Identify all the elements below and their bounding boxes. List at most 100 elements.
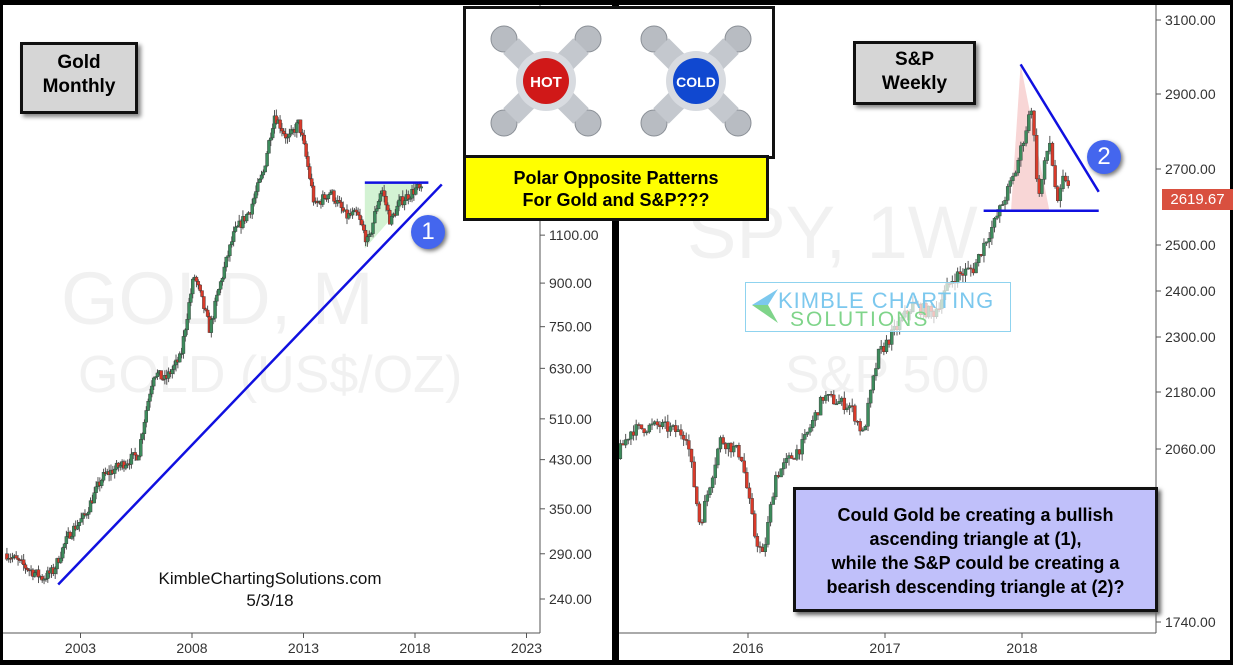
- candle-body: [745, 472, 749, 489]
- candle-body: [716, 448, 720, 466]
- candle-body: [987, 238, 991, 243]
- candle-body: [170, 369, 175, 375]
- candle-body: [217, 289, 221, 296]
- candle-body: [159, 370, 163, 380]
- candle-body: [350, 211, 355, 216]
- candle-body: [876, 348, 881, 369]
- candle-body: [684, 439, 688, 441]
- candle-body: [341, 207, 345, 212]
- candle-body: [75, 525, 80, 530]
- candle-body: [70, 536, 74, 539]
- candle-body: [402, 200, 407, 206]
- site-name: KimbleChartingSolutions.com: [158, 569, 382, 588]
- candle-body: [332, 190, 336, 202]
- candle-body: [858, 421, 862, 432]
- candle-body: [1032, 110, 1036, 136]
- y-tick-label: 290.00: [549, 546, 592, 562]
- candle-body: [969, 267, 973, 270]
- y-tick-label: 430.00: [549, 452, 592, 468]
- candle-body: [687, 440, 691, 450]
- logo-line1: KIMBLE CHARTING: [778, 288, 995, 313]
- sp-label-line1: S&P: [894, 49, 935, 70]
- candle-body: [244, 214, 249, 222]
- candle-body: [866, 402, 870, 427]
- candle-body: [803, 434, 807, 440]
- candle-body: [1027, 114, 1031, 131]
- candle-body: [222, 266, 227, 279]
- candle-body: [692, 461, 696, 488]
- candle-body: [884, 339, 889, 353]
- gold-label-line1: Gold: [57, 52, 101, 73]
- candle-body: [834, 403, 839, 406]
- candle-body: [326, 194, 331, 199]
- y-tick-label: 2500.00: [1165, 237, 1216, 253]
- y-tick-label: 630.00: [549, 360, 592, 376]
- gold-support-trendline: [57, 183, 443, 586]
- candle-body: [155, 372, 160, 377]
- sp-label-box: S&P Weekly: [853, 41, 976, 105]
- callout-line2: For Gold and S&P???: [522, 190, 710, 210]
- candle-body: [252, 197, 256, 205]
- candle-body: [755, 536, 760, 547]
- candle-body: [1000, 204, 1005, 206]
- candle-body: [1024, 130, 1028, 144]
- candle-body: [189, 293, 193, 303]
- candle-body: [808, 427, 812, 433]
- candle-body: [695, 486, 699, 505]
- candle-body: [133, 452, 137, 456]
- pattern-2-badge: 2: [1087, 140, 1121, 174]
- candle-body: [990, 227, 994, 239]
- candle-body: [623, 439, 628, 446]
- candle-body: [419, 186, 424, 189]
- callout-box: Polar Opposite Patterns For Gold and S&P…: [463, 155, 769, 221]
- candle-body: [958, 271, 962, 274]
- y-tick-label: 750.00: [549, 319, 592, 335]
- candle-body: [397, 199, 401, 207]
- candle-body: [1040, 179, 1044, 194]
- candle-body: [681, 435, 686, 440]
- gold-label-line2: Monthly: [42, 76, 116, 97]
- y-tick-label: 900.00: [549, 275, 592, 291]
- gold-plot: 1100.00 900.00 750.00 630.00 510.00 430.00 350…: [3, 5, 599, 656]
- candle-body: [655, 421, 659, 426]
- candle-body: [982, 242, 986, 256]
- candle-body: [309, 178, 314, 187]
- sp-plot: 3100.00 2900.00 2700.00 2500.00 2400.00 2300.…: [619, 5, 1216, 656]
- candle-body: [53, 568, 57, 574]
- candle-body: [1061, 175, 1065, 189]
- candle-body: [256, 182, 260, 192]
- candle-body: [1066, 180, 1070, 186]
- candle-body: [23, 564, 28, 569]
- candle-body: [300, 132, 305, 136]
- candle-body: [782, 462, 786, 470]
- candle-body: [766, 522, 770, 545]
- y-tick-label: 2300.00: [1165, 329, 1216, 345]
- candle-body: [14, 555, 18, 559]
- candle-body: [362, 224, 366, 231]
- x-tick-label: 2017: [869, 640, 900, 656]
- candle-body: [1013, 172, 1018, 177]
- candle-body: [360, 219, 364, 226]
- descending-triangle-fill: [1011, 64, 1050, 211]
- candle-body: [187, 302, 191, 320]
- candle-body: [747, 487, 752, 499]
- candle-body: [118, 465, 122, 468]
- candle-body: [72, 525, 76, 537]
- candle-body: [1042, 160, 1047, 180]
- candle-body: [328, 192, 332, 195]
- candle-body: [382, 190, 386, 197]
- candle-body: [36, 569, 41, 578]
- candle-body: [259, 174, 264, 180]
- candle-body: [302, 134, 306, 144]
- candle-body: [202, 296, 206, 309]
- candle-body: [619, 443, 623, 460]
- candle-body: [1016, 160, 1020, 174]
- candle-body: [753, 513, 757, 537]
- candle-body: [321, 194, 325, 205]
- candle-body: [181, 336, 186, 354]
- candle-body: [191, 278, 195, 295]
- candle-body: [213, 300, 217, 319]
- x-tick-label: 2023: [511, 640, 542, 656]
- candle-body: [306, 156, 310, 167]
